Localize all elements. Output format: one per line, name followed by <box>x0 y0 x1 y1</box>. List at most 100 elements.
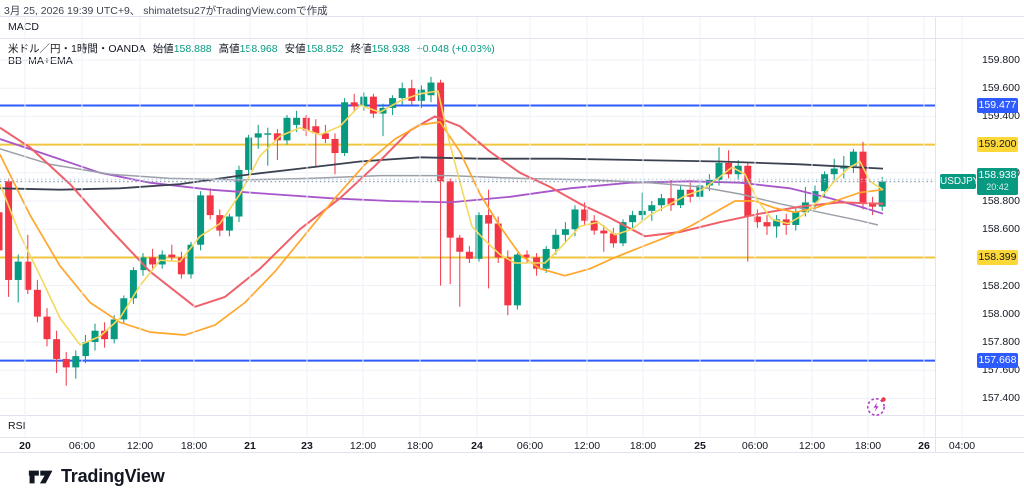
symbol-legend[interactable]: 米ドル／円・1時間・OANDA 始値158.888 高値158.968 安値158.8… <box>8 41 495 56</box>
candle[interactable] <box>523 254 531 258</box>
candle[interactable] <box>62 358 70 368</box>
candle[interactable] <box>0 212 3 251</box>
price-tick-label: 158.600 <box>982 223 1020 236</box>
candle[interactable] <box>859 151 867 204</box>
price-tick-label: 159.400 <box>982 110 1020 123</box>
candle[interactable] <box>456 237 464 252</box>
candle[interactable] <box>648 205 656 211</box>
candle[interactable] <box>504 257 512 306</box>
candle[interactable] <box>149 257 157 265</box>
candle[interactable] <box>744 165 752 217</box>
candle[interactable] <box>408 88 416 101</box>
candle[interactable] <box>206 195 214 216</box>
candle[interactable] <box>552 234 560 249</box>
candle[interactable] <box>561 229 569 235</box>
candle[interactable] <box>398 88 406 99</box>
indicators-legend[interactable]: BB+MA+EMA <box>8 55 73 67</box>
candle[interactable] <box>302 117 310 131</box>
candle[interactable] <box>369 96 377 114</box>
candle[interactable] <box>360 96 368 107</box>
price-level-badge[interactable]: 158.399 <box>977 250 1018 266</box>
candle[interactable] <box>465 251 473 259</box>
candle[interactable] <box>571 209 579 230</box>
candle[interactable] <box>417 89 425 101</box>
legend-field-value: 158.968 <box>239 43 278 55</box>
candle[interactable] <box>245 137 253 170</box>
candle[interactable] <box>638 210 646 216</box>
candle[interactable] <box>494 223 502 258</box>
candle[interactable] <box>513 254 521 306</box>
candle[interactable] <box>264 133 272 135</box>
price-tick-label: 159.600 <box>982 82 1020 95</box>
candle[interactable] <box>81 342 89 357</box>
macd-pane-label[interactable]: MACD <box>8 21 39 33</box>
candle[interactable] <box>475 215 483 259</box>
legend-field-label: 安値 <box>284 43 306 55</box>
candle[interactable] <box>581 209 589 221</box>
candle[interactable] <box>293 117 301 125</box>
candle[interactable] <box>53 339 61 359</box>
candle[interactable] <box>542 248 550 269</box>
candle[interactable] <box>849 151 857 166</box>
candle[interactable] <box>158 254 166 265</box>
symbol-title: 米ドル／円・1時間・OANDA <box>8 43 146 55</box>
candle[interactable] <box>485 215 493 224</box>
candle[interactable] <box>225 216 233 231</box>
candle[interactable] <box>446 181 454 238</box>
candle[interactable] <box>715 162 723 180</box>
candle[interactable] <box>312 126 320 134</box>
candle[interactable] <box>667 198 675 206</box>
candle[interactable] <box>110 319 118 340</box>
candle[interactable] <box>120 298 128 320</box>
candle[interactable] <box>235 169 243 217</box>
rsi-pane-label[interactable]: RSI <box>8 420 26 432</box>
candle[interactable] <box>273 133 281 141</box>
candle[interactable] <box>72 356 80 368</box>
candle[interactable] <box>177 257 185 275</box>
tradingview-logo[interactable]: TradingView <box>28 466 165 487</box>
candle[interactable] <box>14 261 22 280</box>
candle[interactable] <box>5 181 13 280</box>
candle[interactable] <box>830 168 838 175</box>
candle[interactable] <box>101 330 109 340</box>
plot-area[interactable] <box>0 59 935 399</box>
candle[interactable] <box>91 330 99 342</box>
candle[interactable] <box>782 219 790 225</box>
candle[interactable] <box>869 203 877 207</box>
candle[interactable] <box>129 270 137 299</box>
candle[interactable] <box>811 191 819 203</box>
candle[interactable] <box>753 216 761 223</box>
price-level-badge[interactable]: 159.477 <box>977 98 1018 114</box>
candle[interactable] <box>437 82 445 182</box>
candle[interactable] <box>341 102 349 154</box>
candle[interactable] <box>254 133 262 138</box>
candle[interactable] <box>801 202 809 213</box>
candle[interactable] <box>773 219 781 227</box>
candle[interactable] <box>590 220 598 231</box>
candle[interactable] <box>168 254 176 258</box>
candle[interactable] <box>350 102 358 107</box>
candle[interactable] <box>187 244 195 275</box>
candle[interactable] <box>331 138 339 154</box>
candle[interactable] <box>878 181 886 207</box>
candle[interactable] <box>33 289 41 317</box>
candle[interactable] <box>427 82 435 96</box>
candle[interactable] <box>197 195 205 245</box>
candle[interactable] <box>725 162 733 175</box>
candle[interactable] <box>600 230 608 234</box>
candle[interactable] <box>609 233 617 244</box>
candle[interactable] <box>43 316 51 340</box>
candle[interactable] <box>763 222 771 227</box>
candle[interactable] <box>24 261 32 290</box>
flash-idea-icon[interactable] <box>865 395 889 419</box>
time-tick-label: 26 <box>918 440 930 452</box>
candle[interactable] <box>821 174 829 192</box>
candle[interactable] <box>283 117 291 141</box>
candle[interactable] <box>321 133 329 139</box>
candle[interactable] <box>629 215 637 223</box>
price-level-badge[interactable]: 157.668 <box>977 353 1018 369</box>
candle[interactable] <box>657 198 665 206</box>
candle[interactable] <box>389 98 397 108</box>
price-level-badge[interactable]: 159.200 <box>977 137 1018 153</box>
